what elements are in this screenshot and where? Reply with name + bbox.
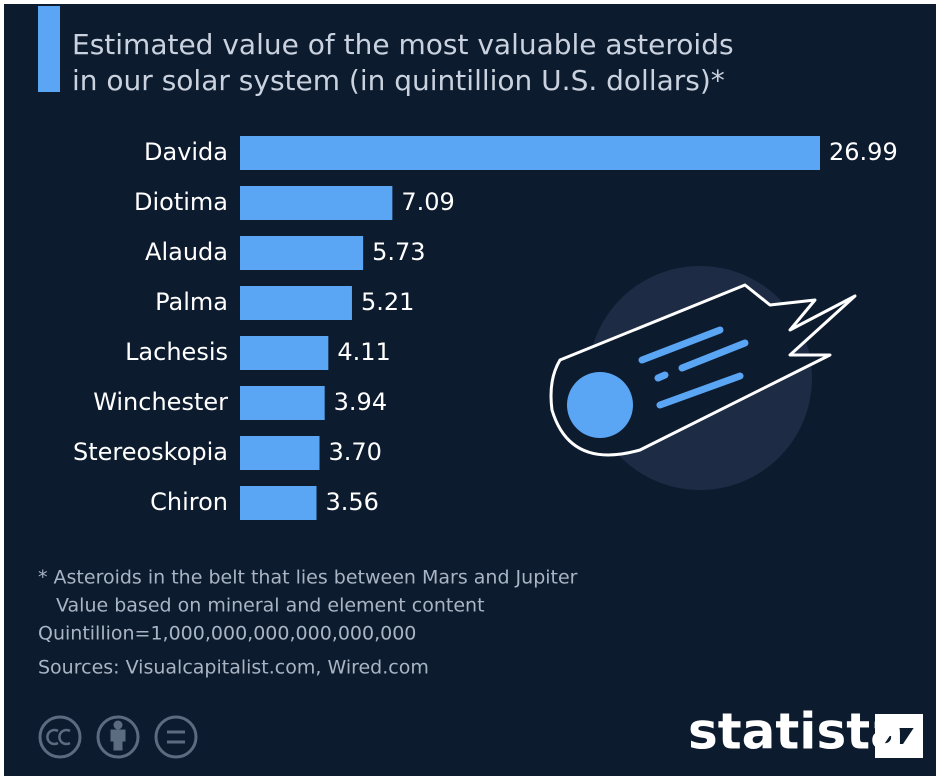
category-label: Lachesis [125,338,228,366]
category-label: Alauda [145,238,228,266]
chart-title: Estimated value of the most valuable ast… [72,28,734,61]
chart-title: in our solar system (in quintillion U.S.… [72,64,725,97]
category-label: Chiron [150,488,228,516]
category-label: Davida [144,138,228,166]
value-label: 5.73 [372,238,425,266]
footnote: Quintillion=1,000,000,000,000,000,000 [38,623,416,645]
value-label: 26.99 [829,138,898,166]
category-label: Stereoskopia [73,438,228,466]
title-accent [38,6,60,92]
bar [240,286,352,320]
value-label: 5.21 [361,288,414,316]
category-label: Palma [155,288,228,316]
license-icons [38,715,198,759]
footnote: * Asteroids in the belt that lies betwee… [38,567,578,589]
footnote: Value based on mineral and element conte… [56,595,485,617]
value-label: 7.09 [401,188,454,216]
asteroid-illustration [549,266,857,490]
bar [240,436,320,470]
bar [240,136,820,170]
footnote: Sources: Visualcapitalist.com, Wired.com [38,657,429,679]
bar [240,236,364,270]
category-label: Diotima [134,188,228,216]
logo: statista [688,703,904,761]
logo-icon [875,714,923,758]
bar [240,386,325,420]
value-label: 4.11 [337,338,390,366]
bar [240,336,329,370]
bar [240,186,393,220]
value-label: 3.94 [334,388,387,416]
category-label: Winchester [93,388,228,416]
bar [240,486,317,520]
value-label: 3.70 [329,438,382,466]
value-label: 3.56 [326,488,379,516]
